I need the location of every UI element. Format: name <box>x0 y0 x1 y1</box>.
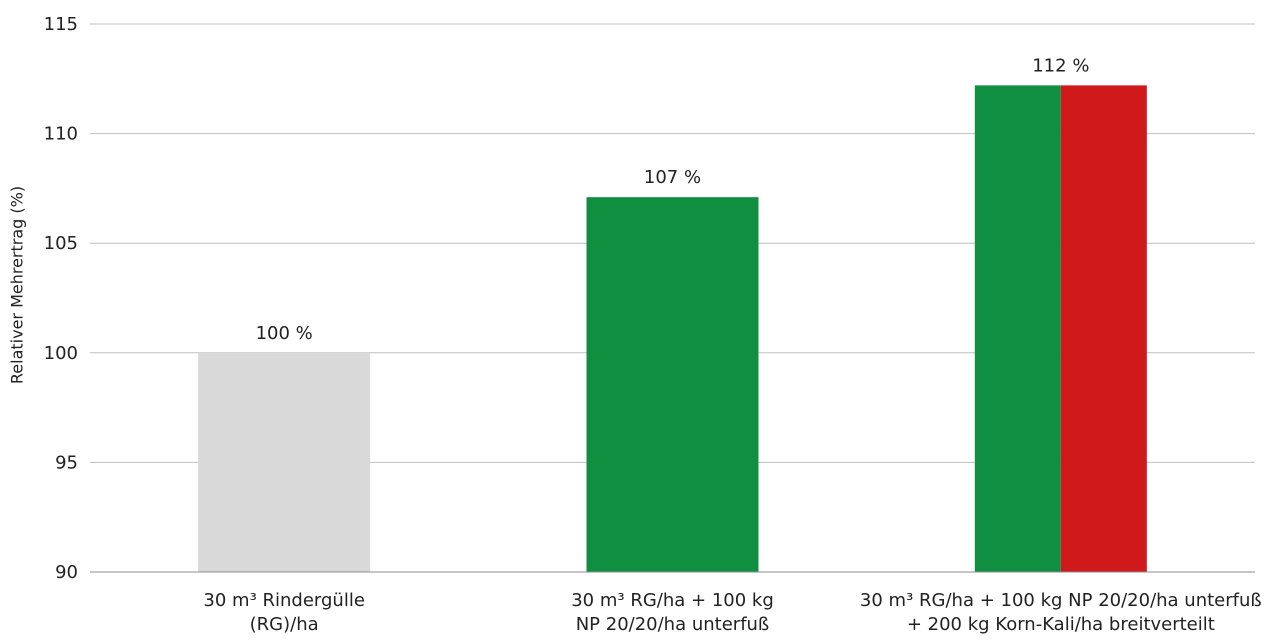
data-label: 100 % <box>256 323 313 344</box>
data-label: 107 % <box>644 167 701 188</box>
x-category-label: 30 m³ RG/ha + 100 kg NP 20/20/ha unterfuß <box>571 590 774 635</box>
y-tick-label: 105 <box>44 233 78 254</box>
y-axis-label: Relativer Mehrertrag (%) <box>7 185 27 385</box>
x-category-label: 30 m³ RG/ha + 100 kg NP 20/20/ha unterfu… <box>860 590 1262 635</box>
data-label: 112 % <box>1032 55 1089 76</box>
y-tick-label: 90 <box>55 562 78 583</box>
y-tick-label: 95 <box>55 452 78 473</box>
y-tick-label: 110 <box>44 124 78 145</box>
y-tick-label: 115 <box>44 14 78 35</box>
bar-1 <box>198 352 371 572</box>
x-category-label: 30 m³ Rindergülle (RG)/ha <box>203 590 365 635</box>
y-axis-label-wrap: Relativer Mehrertrag (%) <box>2 120 32 450</box>
bar-2 <box>586 197 759 572</box>
bar-3-segment-1 <box>974 85 1061 572</box>
y-tick-label: 100 <box>44 343 78 364</box>
bar-3-segment-2 <box>1060 85 1147 572</box>
